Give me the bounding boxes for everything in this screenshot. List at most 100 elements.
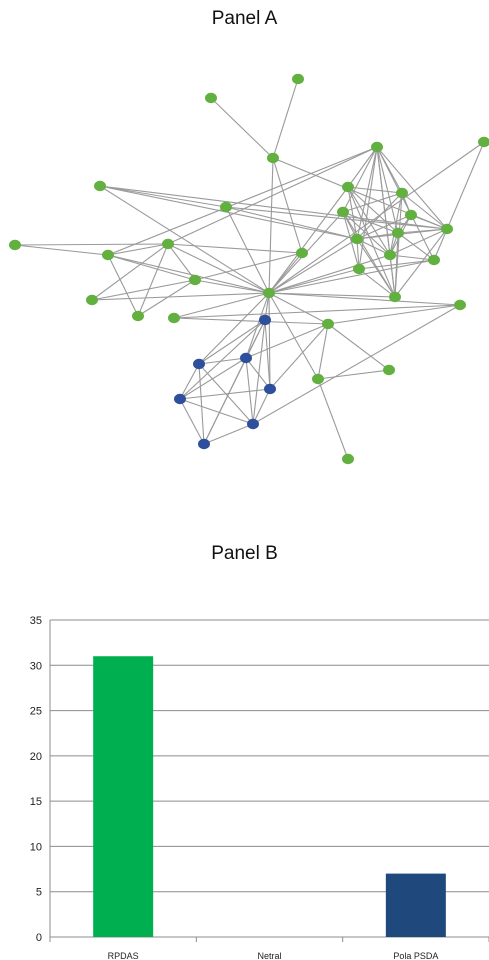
network-node-green: [353, 263, 365, 275]
network-edge: [317, 369, 390, 380]
network-node-green: [342, 453, 354, 465]
network-edge: [268, 292, 319, 380]
network-node-green: [220, 201, 232, 213]
y-tick-label: 0: [36, 932, 42, 944]
network-edge: [401, 192, 448, 230]
network-edge: [397, 232, 435, 261]
panel-a-title: Panel A: [211, 8, 278, 29]
network-edge: [268, 268, 360, 294]
network-edge: [107, 254, 270, 294]
y-tick-label: 5: [36, 887, 42, 899]
network-edge: [107, 254, 196, 281]
network-edge: [394, 232, 399, 298]
network-edge: [347, 186, 403, 194]
network-edge: [317, 378, 349, 460]
x-category-label: Pola PSDA: [393, 951, 438, 960]
network-edge: [268, 292, 461, 306]
panel-b-title: Panel B: [211, 543, 278, 564]
network-edge: [91, 292, 270, 301]
network-edge: [268, 259, 435, 294]
network-edge: [99, 185, 448, 230]
network-edge: [173, 292, 270, 319]
network-edge: [179, 357, 247, 400]
network-edge: [137, 243, 169, 317]
network-edge: [342, 211, 399, 234]
network-node-green: [392, 227, 404, 239]
network-edge: [225, 206, 448, 230]
network-node-green: [94, 180, 106, 192]
network-edge: [167, 243, 196, 281]
network-edge: [99, 185, 227, 208]
network-edge: [268, 254, 391, 294]
network-node-green: [383, 364, 395, 376]
network-edge: [347, 186, 391, 256]
network-edge: [342, 211, 360, 270]
network-edge: [225, 206, 270, 294]
network-node-green: [342, 181, 354, 193]
edge-group: [14, 78, 485, 460]
network-edge: [347, 186, 396, 298]
network-edge: [347, 186, 358, 240]
network-node-green: [263, 287, 275, 299]
network-edge: [268, 292, 396, 298]
network-edge: [269, 323, 329, 390]
network-edge: [203, 423, 254, 445]
network-edge: [347, 186, 399, 234]
y-tick-label: 10: [30, 841, 42, 853]
network-edge: [198, 357, 247, 365]
network-node-blue: [259, 314, 271, 326]
network-edge: [327, 304, 461, 325]
y-tick-label: 20: [30, 751, 42, 763]
network-edge: [358, 268, 396, 298]
network-edge: [397, 228, 448, 234]
network-node-blue: [198, 438, 210, 450]
network-node-blue: [240, 352, 252, 364]
network-node-green: [312, 373, 324, 385]
network-edge: [194, 252, 303, 281]
network-node-green: [322, 318, 334, 330]
network-edge: [394, 228, 448, 298]
network-edge: [268, 292, 329, 325]
network-edge: [376, 146, 399, 234]
network-edge: [167, 243, 303, 254]
network-edge: [252, 388, 271, 425]
network-edge: [179, 319, 266, 400]
network-edge: [327, 323, 390, 371]
network-edge: [376, 146, 448, 230]
network-edge: [198, 292, 270, 365]
network-edge: [179, 363, 200, 400]
network-edge: [356, 214, 412, 240]
network-edge: [225, 206, 358, 240]
network-node-green: [384, 249, 396, 261]
network-node-blue: [247, 418, 259, 430]
network-edge: [167, 243, 270, 294]
network-edge: [107, 146, 378, 256]
network-edge: [245, 357, 271, 390]
network-edge: [268, 141, 485, 294]
bar-pola-psda: [385, 873, 446, 937]
network-node-green: [267, 152, 279, 164]
network-node-green: [478, 136, 489, 148]
network-node-green: [9, 239, 21, 251]
network-edge: [107, 254, 139, 317]
network-edge: [317, 323, 329, 380]
network-edge: [245, 323, 329, 359]
network-edge: [433, 141, 485, 261]
network-edge: [376, 146, 435, 261]
bar-chart: 0 5 10 15 20 25 30 35 RPDAS Netral Pola PSDA: [30, 615, 489, 960]
network-edge: [194, 279, 270, 294]
bar-rpdas: [93, 656, 154, 937]
network-edge: [272, 157, 303, 254]
network-edge: [91, 243, 169, 301]
network-node-green: [454, 299, 466, 311]
network-edge: [356, 232, 399, 240]
network-edge: [358, 146, 378, 270]
network-node-green: [292, 73, 304, 85]
network-node-blue: [193, 358, 205, 370]
network-edge: [272, 78, 299, 159]
network-graph: [9, 73, 489, 465]
network-edge: [342, 211, 391, 256]
network-edge: [210, 97, 274, 159]
network-edge: [91, 279, 196, 301]
network-edge: [356, 238, 391, 256]
